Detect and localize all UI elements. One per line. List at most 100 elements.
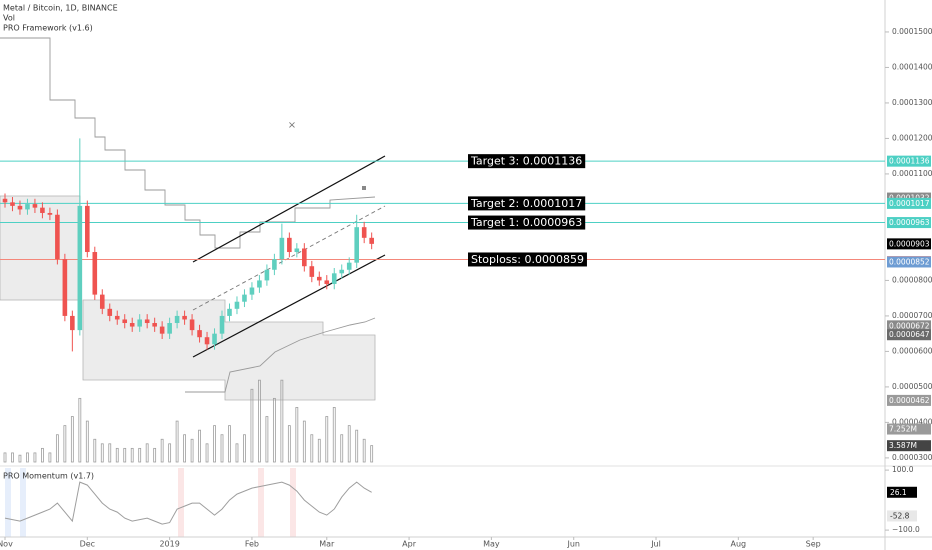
volume-bar	[55, 434, 59, 463]
candle-body	[219, 315, 225, 334]
y-tick-label: 0.0001500	[892, 27, 932, 36]
candle-body	[40, 207, 45, 213]
x-tick-label: Feb	[245, 540, 259, 549]
volume-bar	[198, 429, 201, 463]
volume-label: 7.252M	[889, 425, 917, 434]
level-label: Target 3: 0.0001136	[470, 155, 582, 168]
y-tick-label: 0.0000400	[892, 417, 932, 426]
level-label: Target 1: 0.0000963	[470, 216, 582, 229]
volume-bar	[265, 416, 269, 463]
volume-bar	[213, 425, 216, 463]
price-label: 0.0000462	[889, 396, 930, 405]
volume-bar	[123, 447, 127, 463]
price-label: 0.0000852	[889, 257, 930, 266]
volume-bar	[310, 434, 314, 463]
x-tick-label: Jul	[650, 540, 661, 549]
framework-line	[185, 317, 376, 393]
momentum-zone	[20, 468, 26, 537]
volume-bar	[160, 438, 164, 463]
volume-bar	[272, 397, 276, 463]
candle-body	[197, 330, 202, 338]
level-label: Stoploss: 0.0000859	[471, 253, 584, 266]
volume-bar	[175, 420, 179, 463]
volume-bar	[340, 434, 344, 463]
candle-body	[242, 294, 247, 302]
volume-bar	[26, 452, 29, 463]
momentum-tick-label: 100.0	[892, 465, 914, 474]
candle-body	[62, 259, 68, 316]
price-label: 0.0000903	[889, 239, 930, 248]
volume-bar	[250, 388, 254, 463]
volume-bar	[205, 443, 209, 463]
level-label: Target 2: 0.0001017	[470, 197, 582, 210]
price-label: 0.0000963	[889, 218, 930, 227]
marker	[362, 186, 366, 190]
candle-body	[339, 269, 345, 274]
volume-bar	[93, 438, 97, 463]
price-label-bg	[887, 217, 931, 229]
candle-body	[92, 252, 98, 295]
volume-bar	[70, 416, 74, 463]
momentum-last-bg	[887, 486, 917, 498]
momentum-signal-bg	[887, 510, 917, 522]
marker: ×	[288, 120, 296, 131]
volume-bar	[325, 416, 329, 463]
volume-bar	[228, 425, 231, 463]
volume-bar	[11, 452, 14, 463]
momentum-title: PRO Momentum (v1.7)	[3, 472, 94, 481]
candle-body	[159, 326, 165, 334]
y-tick-label: 0.0001400	[892, 62, 932, 71]
price-label: 0.0001017	[889, 199, 930, 208]
volume-bar	[138, 447, 142, 463]
framework-zone	[0, 195, 81, 301]
momentum-zone	[178, 468, 184, 537]
candle-body	[17, 205, 23, 210]
x-tick-label: 2019	[159, 540, 179, 549]
volume-label-bg	[887, 423, 931, 435]
candle-body	[144, 319, 150, 324]
momentum-zone	[258, 468, 264, 537]
channel-mid	[192, 205, 386, 311]
y-tick-label: 0.0000600	[892, 346, 932, 355]
channel-line	[192, 254, 386, 358]
volume-bar	[258, 379, 261, 463]
x-tick-label: Sep	[806, 540, 821, 549]
volume-bar	[220, 434, 224, 463]
momentum-zone	[5, 468, 11, 537]
volume-bar	[235, 443, 239, 463]
price-label-bg	[887, 256, 931, 268]
volume-label: 3.587M	[889, 441, 917, 450]
x-tick-label: Nov	[0, 540, 13, 549]
candle-body	[354, 227, 360, 263]
y-tick-label: 0.0000800	[892, 275, 932, 284]
candle-body	[10, 202, 15, 206]
x-tick-label: Jun	[566, 540, 580, 549]
level-label-bg	[468, 215, 586, 230]
y-tick-label: 0.0000300	[892, 453, 932, 462]
candle-body	[309, 266, 315, 277]
candle-body	[346, 262, 352, 270]
candle-body	[107, 308, 113, 316]
candle-body	[99, 294, 105, 309]
price-label-bg	[887, 238, 931, 250]
candle-body	[32, 204, 38, 208]
volume-bar	[108, 443, 112, 463]
candle-body	[25, 204, 30, 210]
candle-body	[55, 214, 60, 260]
candle-body	[129, 323, 135, 327]
x-tick-label: Mar	[319, 540, 335, 549]
volume-bar	[243, 434, 246, 463]
candle-body	[264, 269, 270, 281]
candle-body	[85, 205, 90, 253]
price-label-bg	[887, 320, 931, 332]
candle-body	[324, 280, 330, 284]
level-label-bg	[468, 196, 586, 211]
volume-bar	[370, 445, 374, 463]
price-label-bg	[887, 394, 931, 406]
channel-line	[192, 155, 386, 263]
level-label-bg	[468, 154, 586, 169]
candle-body	[204, 337, 210, 345]
volume-bar	[183, 434, 186, 463]
